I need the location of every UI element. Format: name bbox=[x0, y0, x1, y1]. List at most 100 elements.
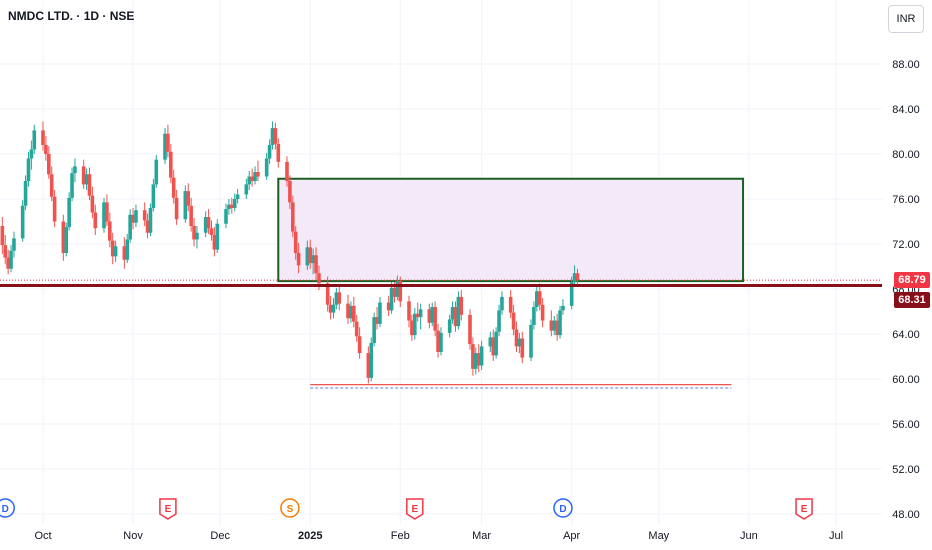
candle-body bbox=[253, 172, 257, 181]
candle-body bbox=[84, 174, 89, 185]
candle-body bbox=[102, 202, 106, 229]
candle-body bbox=[154, 159, 159, 185]
dividend-icon bbox=[0, 498, 15, 518]
candle-body bbox=[26, 158, 31, 181]
candle-body bbox=[413, 313, 417, 336]
candle-body bbox=[386, 302, 391, 311]
candle-body bbox=[273, 128, 278, 144]
candle-body bbox=[561, 305, 565, 311]
x-tick-label: 2025 bbox=[298, 530, 322, 542]
candle-body bbox=[64, 227, 69, 253]
candle-body bbox=[41, 130, 45, 145]
y-tick-label: 56.00 bbox=[892, 419, 920, 431]
candle-body bbox=[540, 304, 545, 321]
event-letter: D bbox=[2, 504, 9, 515]
candle-body bbox=[354, 321, 359, 337]
candle-body bbox=[110, 240, 115, 257]
candle-body bbox=[203, 217, 208, 233]
event-marker: E bbox=[159, 498, 177, 520]
candle-body bbox=[212, 235, 217, 250]
x-tick-label: Jun bbox=[740, 530, 758, 542]
candle-body bbox=[308, 247, 313, 264]
candle-body bbox=[372, 317, 376, 343]
candle-body bbox=[166, 133, 170, 152]
candle-body bbox=[142, 210, 147, 221]
candle-body bbox=[468, 314, 472, 345]
candle-body bbox=[398, 281, 403, 302]
candle-body bbox=[3, 245, 8, 258]
candle-body bbox=[369, 343, 374, 378]
candle-body bbox=[267, 145, 272, 159]
candle-body bbox=[224, 209, 228, 224]
candle-body bbox=[32, 130, 37, 150]
candle-body bbox=[270, 128, 275, 145]
event-letter: E bbox=[801, 504, 808, 515]
y-tick-label: 84.00 bbox=[892, 104, 920, 116]
y-tick-label: 48.00 bbox=[892, 509, 920, 521]
candle-body bbox=[293, 231, 298, 253]
candle-body bbox=[195, 232, 199, 240]
candle-body bbox=[558, 310, 562, 336]
symbol-title[interactable]: NMDC LTD. · 1D · NSE bbox=[8, 9, 135, 23]
candle-body bbox=[186, 191, 191, 206]
candle-body bbox=[572, 273, 577, 283]
candle-body bbox=[90, 195, 95, 213]
candle-body bbox=[264, 158, 269, 177]
candle-body bbox=[447, 319, 452, 333]
event-marker: D bbox=[553, 498, 573, 518]
candle-body bbox=[163, 133, 167, 160]
y-tick-label: 60.00 bbox=[892, 374, 920, 386]
candle-body bbox=[250, 176, 254, 181]
candle-body bbox=[514, 329, 519, 347]
candle-body bbox=[317, 273, 321, 284]
currency-button[interactable]: INR bbox=[888, 5, 924, 33]
last-price-tag: 68.79 bbox=[894, 272, 930, 289]
event-marker: E bbox=[406, 498, 424, 520]
candle-body bbox=[206, 217, 211, 229]
x-tick-label: Oct bbox=[34, 530, 51, 542]
candle-body bbox=[49, 174, 54, 197]
candle-body bbox=[494, 331, 498, 356]
candle-body bbox=[122, 246, 127, 260]
x-tick-label: Nov bbox=[123, 530, 143, 542]
y-tick-label: 80.00 bbox=[892, 149, 920, 161]
x-tick-label: Mar bbox=[472, 530, 491, 542]
candle-body bbox=[349, 305, 353, 319]
candle-body bbox=[288, 181, 292, 203]
x-tick-label: Dec bbox=[210, 530, 230, 542]
y-tick-label: 88.00 bbox=[892, 59, 920, 71]
candle-body bbox=[305, 247, 310, 266]
candle-body bbox=[134, 210, 138, 223]
candle-body bbox=[366, 353, 371, 378]
candle-body bbox=[430, 307, 435, 323]
candle-body bbox=[520, 338, 525, 358]
candle-body bbox=[497, 310, 501, 332]
candle-body bbox=[247, 176, 252, 185]
candle-body bbox=[436, 330, 440, 352]
candle-body bbox=[215, 223, 220, 250]
candle-body bbox=[395, 281, 400, 297]
candle-body bbox=[9, 250, 13, 269]
candle-body bbox=[532, 307, 536, 325]
dividend-icon bbox=[553, 498, 573, 518]
candle-body bbox=[427, 309, 432, 323]
candle-body bbox=[285, 161, 289, 181]
candle-body bbox=[108, 221, 112, 241]
candle-body bbox=[479, 346, 484, 366]
event-letter: D bbox=[559, 504, 566, 515]
candle-body bbox=[291, 202, 295, 232]
candle-body bbox=[12, 238, 16, 251]
candle-body bbox=[6, 257, 10, 269]
candle-body bbox=[453, 307, 458, 327]
candle-body bbox=[311, 255, 315, 264]
candle-body bbox=[70, 173, 74, 198]
candle-body bbox=[488, 337, 493, 347]
earnings-icon bbox=[406, 498, 424, 520]
candle-body bbox=[169, 151, 173, 178]
candle-body bbox=[227, 204, 231, 210]
candle-body bbox=[529, 325, 533, 358]
candle-body bbox=[410, 320, 414, 336]
candle-body bbox=[235, 194, 240, 199]
